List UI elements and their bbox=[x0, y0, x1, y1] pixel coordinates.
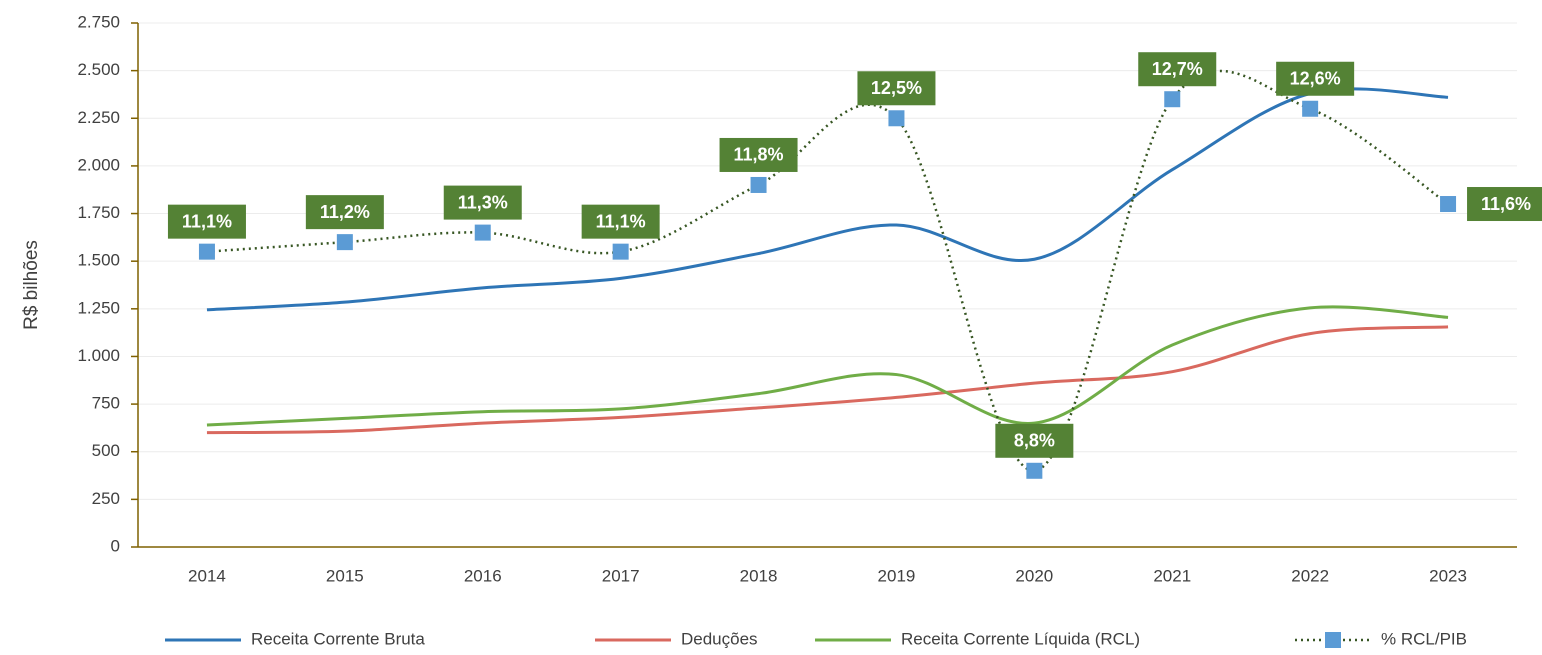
data-label: 12,6% bbox=[1290, 68, 1341, 88]
series-line bbox=[206, 87, 1449, 312]
y-tick-label: 250 bbox=[92, 489, 120, 508]
data-label: 11,1% bbox=[596, 211, 646, 231]
data-label-box bbox=[719, 137, 798, 172]
data-label-box bbox=[167, 204, 246, 239]
data-label-box bbox=[305, 195, 384, 230]
x-tick-label: 2020 bbox=[1015, 566, 1053, 585]
y-axis-label: R$ bilhões bbox=[21, 240, 42, 330]
legend-label: % RCL/PIB bbox=[1381, 629, 1467, 648]
x-tick-label: 2018 bbox=[740, 566, 778, 585]
x-tick-label: 2021 bbox=[1153, 566, 1191, 585]
data-label-box bbox=[995, 423, 1074, 458]
data-label-box bbox=[443, 185, 522, 220]
data-label: 12,7% bbox=[1152, 59, 1203, 79]
data-label: 11,2% bbox=[320, 202, 370, 222]
data-label: 11,6% bbox=[1481, 194, 1531, 214]
marker bbox=[336, 234, 353, 251]
data-label-box bbox=[1467, 187, 1542, 222]
y-tick-label: 2.500 bbox=[77, 60, 120, 79]
data-label-box bbox=[857, 71, 936, 106]
series-line bbox=[206, 325, 1449, 435]
legend-label: Receita Corrente Bruta bbox=[251, 629, 425, 648]
y-tick-label: 2.250 bbox=[77, 108, 120, 127]
y-tick-label: 1.750 bbox=[77, 203, 120, 222]
x-tick-label: 2019 bbox=[878, 566, 916, 585]
y-tick-label: 500 bbox=[92, 441, 120, 460]
data-label: 12,5% bbox=[871, 78, 922, 98]
y-tick-label: 1.000 bbox=[77, 346, 120, 365]
data-label: 8,8% bbox=[1014, 431, 1055, 451]
marker bbox=[1164, 91, 1181, 108]
y-tick-label: 1.500 bbox=[77, 251, 120, 270]
marker bbox=[474, 224, 491, 241]
marker bbox=[1026, 462, 1043, 479]
y-tick-label: 750 bbox=[92, 394, 120, 413]
marker bbox=[612, 243, 629, 260]
marker bbox=[1302, 100, 1319, 117]
series-line bbox=[206, 69, 1449, 473]
x-tick-label: 2015 bbox=[326, 566, 364, 585]
data-label: 11,1% bbox=[182, 211, 232, 231]
legend-label: Receita Corrente Líquida (RCL) bbox=[901, 629, 1140, 648]
x-tick-label: 2023 bbox=[1429, 566, 1467, 585]
legend-label: Deduções bbox=[681, 629, 758, 648]
data-label-box bbox=[1276, 61, 1355, 96]
data-label-box bbox=[1138, 52, 1217, 87]
legend-marker bbox=[1325, 632, 1341, 648]
marker bbox=[750, 176, 767, 193]
marker bbox=[888, 110, 905, 127]
x-tick-label: 2022 bbox=[1291, 566, 1329, 585]
y-tick-label: 0 bbox=[111, 536, 120, 555]
y-tick-label: 2.000 bbox=[77, 155, 120, 174]
x-tick-label: 2014 bbox=[188, 566, 226, 585]
x-tick-label: 2017 bbox=[602, 566, 640, 585]
data-label: 11,3% bbox=[458, 192, 508, 212]
y-tick-label: 2.750 bbox=[77, 12, 120, 31]
data-label-box bbox=[581, 204, 660, 239]
marker bbox=[1440, 196, 1457, 213]
marker bbox=[198, 243, 215, 260]
y-tick-label: 1.250 bbox=[77, 298, 120, 317]
x-tick-label: 2016 bbox=[464, 566, 502, 585]
series-line bbox=[206, 305, 1449, 427]
data-label: 11,8% bbox=[734, 145, 784, 165]
